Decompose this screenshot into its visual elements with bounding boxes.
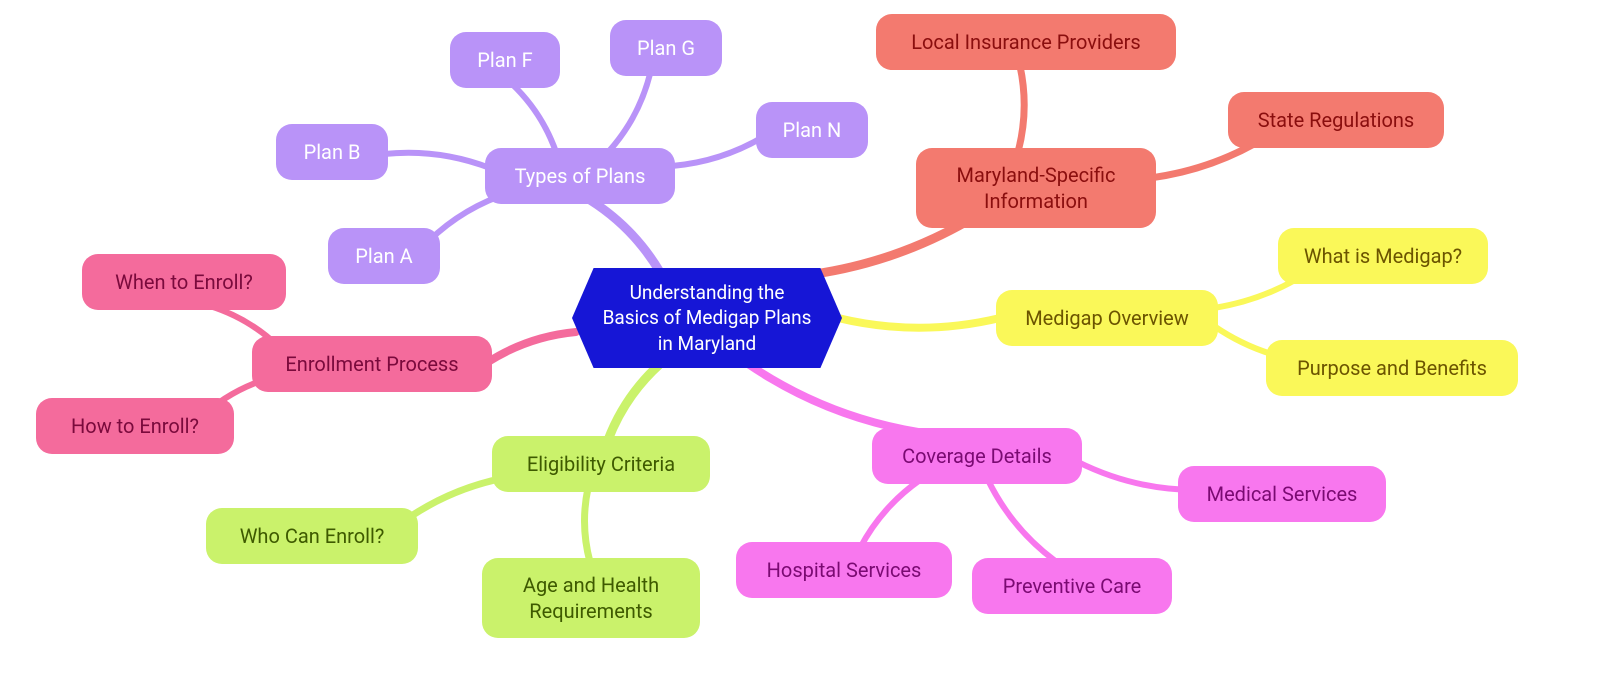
leaf-eligibility-1[interactable]: Age and Health Requirements [482,558,700,638]
leaf-enrollment-1[interactable]: How to Enroll? [36,398,234,454]
branch-enrollment[interactable]: Enrollment Process [252,336,492,392]
branch-eligibility[interactable]: Eligibility Criteria [492,436,710,492]
leaf-eligibility-0[interactable]: Who Can Enroll? [206,508,418,564]
leaf-types-0[interactable]: Plan F [450,32,560,88]
leaf-maryland-1[interactable]: State Regulations [1228,92,1444,148]
leaf-types-1[interactable]: Plan G [610,20,722,76]
leaf-coverage-0[interactable]: Hospital Services [736,542,952,598]
center-node[interactable]: Understanding the Basics of Medigap Plan… [572,268,842,368]
leaf-overview-1[interactable]: Purpose and Benefits [1266,340,1518,396]
leaf-maryland-0[interactable]: Local Insurance Providers [876,14,1176,70]
branch-maryland[interactable]: Maryland-Specific Information [916,148,1156,228]
leaf-enrollment-0[interactable]: When to Enroll? [82,254,286,310]
leaf-coverage-1[interactable]: Preventive Care [972,558,1172,614]
leaf-types-4[interactable]: Plan A [328,228,440,284]
leaf-types-2[interactable]: Plan N [756,102,868,158]
leaf-coverage-2[interactable]: Medical Services [1178,466,1386,522]
branch-coverage[interactable]: Coverage Details [872,428,1082,484]
leaf-types-3[interactable]: Plan B [276,124,388,180]
branch-overview[interactable]: Medigap Overview [996,290,1218,346]
leaf-overview-0[interactable]: What is Medigap? [1278,228,1488,284]
branch-types[interactable]: Types of Plans [485,148,675,204]
